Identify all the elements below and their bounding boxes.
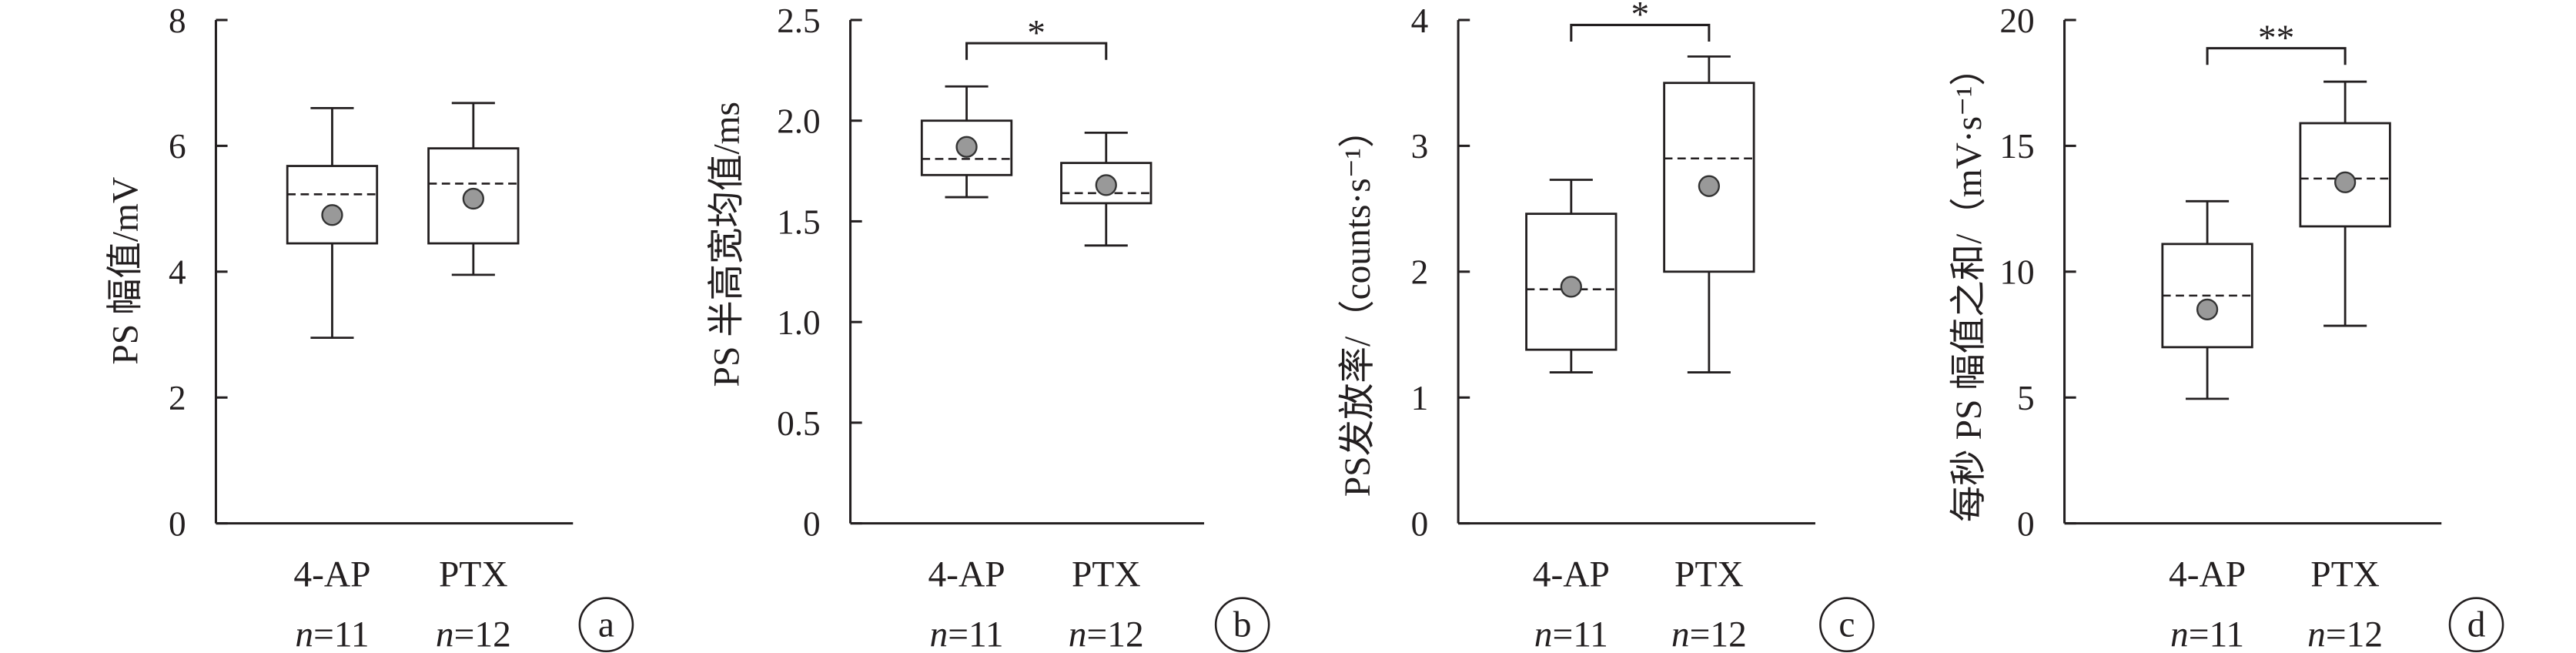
panel-letter-ring <box>1819 597 1875 653</box>
y-axis-label: PS 半高宽均值/ms <box>707 102 747 387</box>
n-label-symbol: n <box>2170 614 2189 653</box>
category-label: PTX <box>1072 555 1141 595</box>
mean-marker <box>321 204 343 226</box>
panel-letter: c <box>1838 604 1855 645</box>
y-tick-label: 1.5 <box>777 203 821 241</box>
category-label: 4-AP <box>2169 555 2246 595</box>
mean-marker <box>1095 174 1117 196</box>
y-tick-label: 0 <box>803 504 821 543</box>
n-label-value: =11 <box>1552 614 1607 653</box>
box-4-ap <box>2161 199 2253 400</box>
n-label: n=12 <box>1069 614 1144 653</box>
n-label: n=12 <box>1671 614 1747 653</box>
panel-letter-ring <box>2448 597 2504 653</box>
mean-marker <box>955 136 978 158</box>
mean-marker <box>2334 171 2357 193</box>
n-label: n=11 <box>1534 614 1608 653</box>
y-tick-label: 0 <box>2017 504 2035 543</box>
significance-bracket <box>965 42 1108 60</box>
panel-letter-ring <box>1214 597 1270 653</box>
y-tick-label: 2.5 <box>777 2 821 40</box>
box-ptx <box>1663 55 1755 373</box>
n-label-value: =12 <box>2326 614 2383 653</box>
y-tick-label: 2.0 <box>777 102 821 141</box>
significance-marker: * <box>1027 13 1045 53</box>
n-label: n=11 <box>2170 614 2244 653</box>
n-label-value: =12 <box>1087 614 1144 653</box>
y-tick-label: 8 <box>169 2 186 40</box>
y-tick-label: 2 <box>169 379 186 417</box>
box-4-ap <box>920 85 1013 199</box>
y-tick-label: 3 <box>1411 127 1429 166</box>
y-tick-label: 1 <box>1411 379 1429 417</box>
panel-b: 00.51.01.52.02.5PS 半高宽均值/ms4-APn=11PTXn=… <box>707 2 1270 653</box>
box-ptx <box>1060 131 1153 247</box>
n-label-symbol: n <box>1671 614 1690 653</box>
significance-marker: ** <box>2258 18 2294 59</box>
category-label: 4-AP <box>1533 555 1610 595</box>
y-axis-label: 每秒 PS 幅值之和/（mV·s⁻¹） <box>1949 49 1989 522</box>
n-label-symbol: n <box>1069 614 1087 653</box>
box-4-ap <box>286 106 379 340</box>
y-tick-label: 20 <box>1999 2 2034 40</box>
y-tick-label: 5 <box>2017 379 2035 417</box>
mean-marker <box>1560 276 1582 298</box>
box-ptx <box>2299 80 2391 327</box>
mean-marker <box>462 187 484 210</box>
y-axis-label: PS 幅值/mV <box>105 177 146 365</box>
y-tick-label: 4 <box>1411 2 1429 40</box>
y-tick-label: 1.0 <box>777 303 821 342</box>
box-4-ap <box>1525 179 1618 373</box>
n-label-symbol: n <box>295 614 313 653</box>
n-label: n=11 <box>929 614 1003 653</box>
significance-marker: * <box>1631 0 1649 35</box>
y-axis-label: PS发放率/（counts·s⁻¹） <box>1338 112 1378 497</box>
y-tick-label: 0 <box>169 504 186 543</box>
n-label-value: =12 <box>1690 614 1747 653</box>
y-tick-label: 0 <box>1411 504 1429 543</box>
mean-marker <box>2196 298 2219 320</box>
n-label-value: =11 <box>313 614 369 653</box>
panel-letter-ring <box>578 597 634 653</box>
n-label-symbol: n <box>929 614 948 653</box>
n-label-value: =11 <box>2189 614 2244 653</box>
y-tick-label: 10 <box>1999 253 2034 292</box>
n-label-symbol: n <box>1534 614 1553 653</box>
category-label: PTX <box>439 555 508 595</box>
significance-bracket <box>2206 47 2347 65</box>
significance-bracket <box>1570 23 1711 42</box>
category-label: 4-AP <box>293 555 370 595</box>
box-ptx <box>427 102 520 276</box>
y-tick-label: 6 <box>169 127 186 166</box>
category-label: 4-AP <box>928 555 1005 595</box>
panel-letter: b <box>1233 604 1252 645</box>
y-tick-label: 0.5 <box>777 404 821 443</box>
n-label-value: =11 <box>948 614 1003 653</box>
n-label-value: =12 <box>454 614 511 653</box>
y-tick-label: 15 <box>1999 127 2034 166</box>
n-label: n=12 <box>2307 614 2383 653</box>
y-tick-label: 2 <box>1411 253 1429 292</box>
n-label-symbol: n <box>436 614 454 653</box>
panel-letter: d <box>2467 604 2486 645</box>
panel-letter: a <box>598 604 614 645</box>
y-tick-label: 4 <box>169 253 186 292</box>
mean-marker <box>1698 175 1721 197</box>
n-label: n=12 <box>436 614 511 653</box>
category-label: PTX <box>2310 555 2380 595</box>
n-label: n=11 <box>295 614 369 653</box>
n-label-symbol: n <box>2307 614 2326 653</box>
category-label: PTX <box>1674 555 1744 595</box>
